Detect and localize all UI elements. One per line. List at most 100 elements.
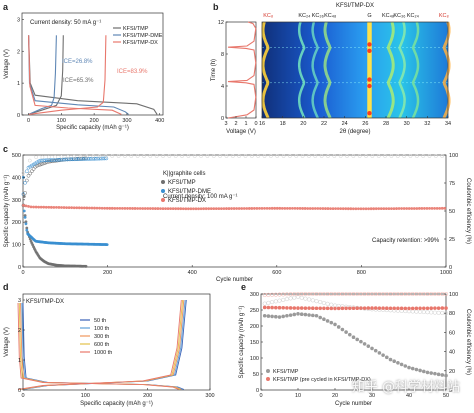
panel-b-xtick-label: 24 (342, 121, 348, 127)
panel-c-capacity-point (34, 205, 38, 209)
panel-e-legend-marker (266, 377, 270, 381)
panel-e-ce-point (425, 310, 430, 315)
panel-c-legend-marker (161, 198, 165, 202)
panel-c-capacity-point (268, 206, 272, 210)
panel-e-capacity-point (311, 313, 315, 318)
panel-e-ce-point (329, 302, 334, 307)
panel-c-capacity-point (23, 216, 27, 219)
panel-c-capacity-point (219, 207, 223, 211)
panel-c-capacity-point (192, 207, 195, 211)
panel-c-y2tick-label: 100 (449, 153, 458, 159)
panel-c-ce-point (421, 154, 426, 158)
panel-e-ce-point (321, 300, 326, 305)
panel-c-capacity-point (283, 206, 287, 210)
panel-e-xtick-label: 50 (443, 393, 449, 399)
panel-e-capacity-point (410, 366, 415, 371)
panel-b-phase-band-1 (297, 21, 306, 119)
panel-c-ce-point (85, 154, 89, 159)
panel-b-ytick-label: 4 (221, 84, 224, 90)
panel-c-capacity-point (159, 207, 162, 210)
panel-e-capacity-point (414, 306, 419, 311)
panel-c-capacity-point (60, 206, 63, 209)
panel-e-xtick-label: 30 (369, 393, 375, 399)
panel-c-capacity-point (174, 207, 178, 211)
panel-c-capacity-point (39, 205, 43, 209)
panel-c-capacity-point (103, 206, 107, 210)
panel-b-ytick-label: 0 (221, 116, 224, 122)
panel-e-y2tick-label: 60 (449, 330, 455, 336)
panel-b-xtick-label: 30 (404, 121, 410, 127)
panel-c-ce-point (38, 162, 43, 167)
panel-c-ce-point (262, 154, 267, 158)
panel-b-voltage-curve (227, 21, 257, 119)
panel-e-capacity-point (377, 306, 382, 310)
panel-e-capacity-point (444, 306, 448, 310)
panel-e-capacity-point (277, 315, 282, 319)
panel-e-capacity-point (299, 312, 304, 317)
panel-e-capacity-point (429, 306, 434, 311)
panel-c-capacity-point (440, 206, 444, 210)
panel-b-hotspot (367, 42, 372, 47)
panel-e-capacity-point (274, 305, 278, 310)
panel-c-capacity-point (344, 207, 348, 211)
panel-c-capacity-point (141, 207, 145, 210)
panel-c-ce-point (27, 158, 32, 163)
panel-c-ce-point (275, 154, 280, 158)
panel-b-xtick-label: 18 (280, 121, 286, 127)
panel-e-ce-point (436, 310, 441, 315)
panel-c-capacity-point (67, 206, 71, 210)
panel-c-ce-point (433, 154, 438, 158)
panel-b-vlabel: Voltage (V) (226, 129, 256, 135)
panel-b-vtick-label: 3 (224, 121, 227, 127)
panel-e-capacity-point (392, 359, 397, 364)
panel-c-ce-point (307, 154, 311, 158)
panel-b-ylabel: Time (h) (211, 59, 217, 81)
panel-c-ce-point (402, 154, 406, 158)
panel-c-ytick-label: 200 (12, 220, 21, 226)
panel-c-capacity-point (420, 207, 424, 210)
panel-e-capacity-point (270, 305, 274, 310)
panel-c-capacity-point (189, 207, 193, 211)
panel-c-capacity-point (171, 207, 175, 211)
panel-e-ce-point (310, 298, 315, 303)
panel-c-y2tick-label: 0 (449, 265, 452, 271)
panel-a-ytick-label: 1 (17, 81, 20, 87)
panel-c-capacity-point (65, 206, 68, 209)
panel-a-charge-2 (28, 35, 107, 115)
panel-c-capacity-point (22, 209, 26, 213)
panel-c-capacity-point (384, 207, 388, 211)
panel-c-ce-point (36, 159, 41, 164)
panel-c-y2tick-label: 75 (449, 181, 455, 187)
panel-e-ce-point (429, 310, 434, 315)
panel-c-frame (22, 154, 447, 268)
panel-e-xlabel: Cycle number (335, 401, 372, 407)
panel-c-capacity-point (372, 207, 376, 211)
panel-b-xtick-label: 28 (383, 121, 389, 127)
panel-c-capacity-point (263, 206, 266, 210)
panel-c-capacity-point (303, 207, 307, 210)
panel-e-capacity-point (396, 361, 400, 365)
panel-a-xtick-label: 0 (27, 118, 30, 124)
panel-c-ce-point (300, 154, 305, 158)
panel-c-ce-point (72, 154, 77, 159)
panel-c-ce-point (357, 154, 362, 158)
panel-c-ce-point (281, 154, 286, 158)
panel-c-ce-point (211, 154, 216, 158)
panel-c-capacity-point (392, 207, 396, 210)
panel-e-capacity-point (422, 306, 426, 311)
panel-c-ce-point (40, 162, 44, 166)
panel-c-ce-point (59, 154, 64, 159)
panel-c-capacity-point (351, 207, 355, 211)
panel-c-capacity-point (184, 207, 188, 211)
panel-e-capacity-point (362, 342, 367, 346)
panel-c-capacity-point (331, 207, 335, 211)
panel-c-ce-point (123, 154, 127, 158)
panel-c-capacity-point (425, 207, 429, 210)
panel-e-capacity-point (399, 306, 404, 311)
panel-c-capacity-point (334, 207, 337, 211)
panel-a-ytick-label: 3 (17, 17, 20, 23)
panel-c-capacity-point (230, 207, 233, 210)
panel-c-capacity-point (377, 207, 381, 211)
panel-e-capacity-point (296, 312, 300, 316)
